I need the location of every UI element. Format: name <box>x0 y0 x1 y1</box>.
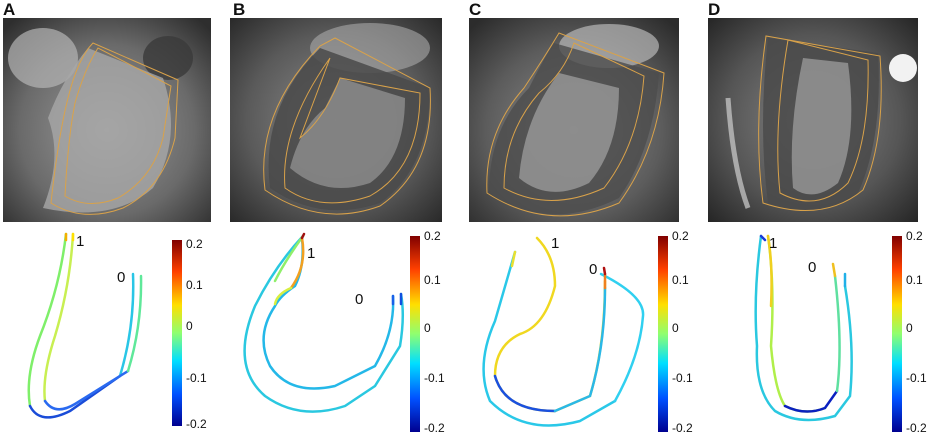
mri-image-d <box>708 18 918 222</box>
endocardial-contour <box>777 39 869 202</box>
colorbar-tick: -0.1 <box>424 371 445 385</box>
point-label-1: 1 <box>551 235 559 252</box>
strain-plot-c: 1 0 0.2 0.1 0 -0.1 -0.2 <box>482 229 693 435</box>
point-label-1: 1 <box>769 235 777 252</box>
endocardial-contour <box>503 42 645 201</box>
point-label-1: 1 <box>76 233 84 250</box>
myocardial-strain-curves <box>482 236 645 427</box>
mri-image-a <box>3 18 211 222</box>
bright-vessel <box>889 54 917 82</box>
colorbar-tick: -0.2 <box>906 421 927 435</box>
colorbar-tick: 0.2 <box>186 237 203 251</box>
colorbar <box>410 236 420 432</box>
epicardial-contour <box>486 32 665 217</box>
colorbar <box>892 236 902 432</box>
myocardial-strain-curves <box>754 234 853 422</box>
colorbar-tick: 0.1 <box>424 273 441 287</box>
colorbar <box>172 240 182 426</box>
mri-image-c <box>469 18 679 222</box>
colorbar-tick: 0.2 <box>672 229 689 243</box>
epicardial-contour <box>50 42 179 215</box>
panel-label-a: A <box>3 0 16 19</box>
strain-plot-d: 1 0 0.2 0.1 0 -0.1 -0.2 <box>754 229 927 435</box>
colorbar-tick: -0.1 <box>186 371 207 385</box>
myocardial-strain-curves <box>27 232 143 419</box>
colorbar-tick: 0 <box>424 321 431 335</box>
panel-label-b: B <box>233 0 246 19</box>
colorbar-tick: 0 <box>906 321 913 335</box>
strain-plot-a: 1 0 0.2 0.1 0 -0.1 -0.2 <box>27 232 207 431</box>
colorbar-tick: -0.1 <box>906 371 927 385</box>
colorbar-tick: 0.2 <box>424 229 441 243</box>
colorbar-tick: -0.2 <box>672 421 693 435</box>
strain-plot-b: 1 0 0.2 0.1 0 -0.1 -0.2 <box>243 229 445 435</box>
colorbar-tick: 0 <box>672 321 679 335</box>
colorbar-tick: -0.2 <box>186 417 207 431</box>
panel-label-d: D <box>708 0 721 19</box>
myocardial-strain-curves <box>243 232 404 413</box>
colorbar-tick: 0.1 <box>672 273 689 287</box>
mri-image-b <box>230 18 442 222</box>
colorbar-tick: 0.1 <box>906 273 923 287</box>
epicardial-contour <box>758 35 882 212</box>
colorbar-tick: -0.2 <box>424 421 445 435</box>
point-label-0: 0 <box>117 269 125 286</box>
endocardial-contour <box>64 47 172 204</box>
colorbar-tick: -0.1 <box>672 371 693 385</box>
panel-label-c: C <box>469 0 482 19</box>
colorbar-tick: 0.2 <box>906 229 923 243</box>
point-label-1: 1 <box>307 245 315 262</box>
point-label-0: 0 <box>808 259 816 276</box>
point-label-0: 0 <box>589 261 597 278</box>
colorbar <box>658 236 668 432</box>
colorbar-tick: 0.1 <box>186 278 203 292</box>
epicardial-contour <box>263 37 431 215</box>
endocardial-contour <box>284 57 421 204</box>
point-label-0: 0 <box>355 291 363 308</box>
colorbar-tick: 0 <box>186 319 193 333</box>
